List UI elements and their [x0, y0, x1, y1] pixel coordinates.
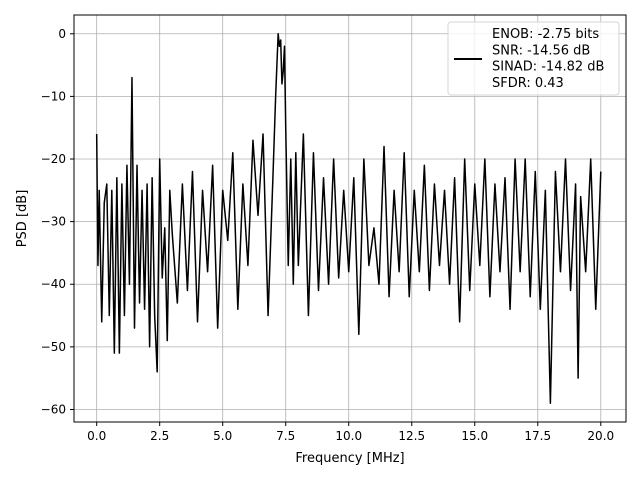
series-group	[95, 33, 602, 404]
y-axis-label: PSD [dB]	[15, 190, 30, 248]
legend-entry: SINAD: -14.82 dB	[492, 60, 604, 75]
y-tick-label: −60	[41, 402, 66, 416]
x-tick-label: 0.0	[87, 429, 106, 443]
legend-entry: SNR: -14.56 dB	[492, 43, 590, 58]
x-tick-label: 15.0	[461, 429, 488, 443]
plot-frame	[73, 14, 627, 423]
legend-entry: ENOB: -2.75 bits	[492, 27, 599, 42]
legend-box	[447, 21, 620, 96]
x-tick-label: 7.5	[276, 429, 295, 443]
y-axis: 0 −10 −20 −30 −40 −50 −60	[41, 27, 74, 416]
y-tick-label: −40	[41, 277, 66, 291]
psd-line	[95, 33, 602, 404]
x-tick-label: 10.0	[335, 429, 362, 443]
x-tick-label: 2.5	[150, 429, 169, 443]
y-tick-label: −30	[41, 215, 66, 229]
x-tick-label: 17.5	[524, 429, 551, 443]
x-tick-label: 20.0	[587, 429, 614, 443]
x-tick-label: 12.5	[398, 429, 425, 443]
y-tick-label: −20	[41, 152, 66, 166]
y-tick-label: −10	[41, 89, 66, 103]
y-tick-label: −50	[41, 340, 66, 354]
x-tick-label: 5.0	[213, 429, 232, 443]
x-axis: 0.0 2.5 5.0 7.5 10.0 12.5 15.0 17.5 20.0	[87, 422, 614, 443]
x-axis-label: Frequency [MHz]	[295, 451, 404, 466]
y-tick-label: 0	[58, 27, 66, 41]
legend-entry: SFDR: 0.43	[492, 76, 564, 91]
